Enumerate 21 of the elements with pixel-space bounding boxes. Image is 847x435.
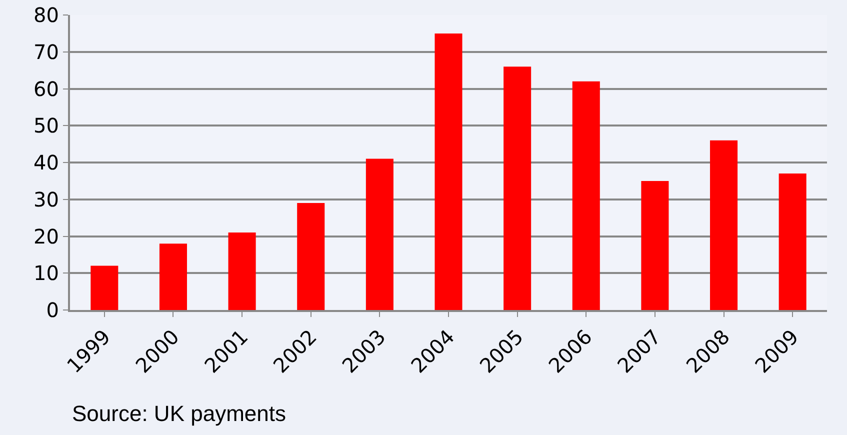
bar bbox=[366, 158, 394, 310]
y-tick-label: 80 bbox=[34, 3, 59, 27]
bar bbox=[434, 33, 462, 310]
y-tick-label: 40 bbox=[34, 150, 59, 174]
bar bbox=[297, 203, 325, 310]
bar bbox=[641, 180, 669, 310]
y-tick-label: 20 bbox=[34, 224, 59, 248]
y-tick-label: 60 bbox=[34, 76, 59, 101]
bar bbox=[228, 232, 256, 310]
y-tick-label: 30 bbox=[34, 187, 59, 212]
bar bbox=[159, 244, 187, 310]
source-note: Source: UK payments bbox=[72, 401, 286, 426]
y-tick-label: 70 bbox=[34, 40, 59, 64]
y-tick-label: 50 bbox=[34, 114, 59, 138]
bar bbox=[710, 140, 738, 310]
bar bbox=[90, 266, 118, 310]
bar bbox=[778, 174, 806, 310]
y-tick-label: 10 bbox=[34, 261, 59, 286]
bar bbox=[572, 81, 600, 310]
y-tick-label: 0 bbox=[46, 298, 59, 322]
bar bbox=[504, 66, 532, 310]
